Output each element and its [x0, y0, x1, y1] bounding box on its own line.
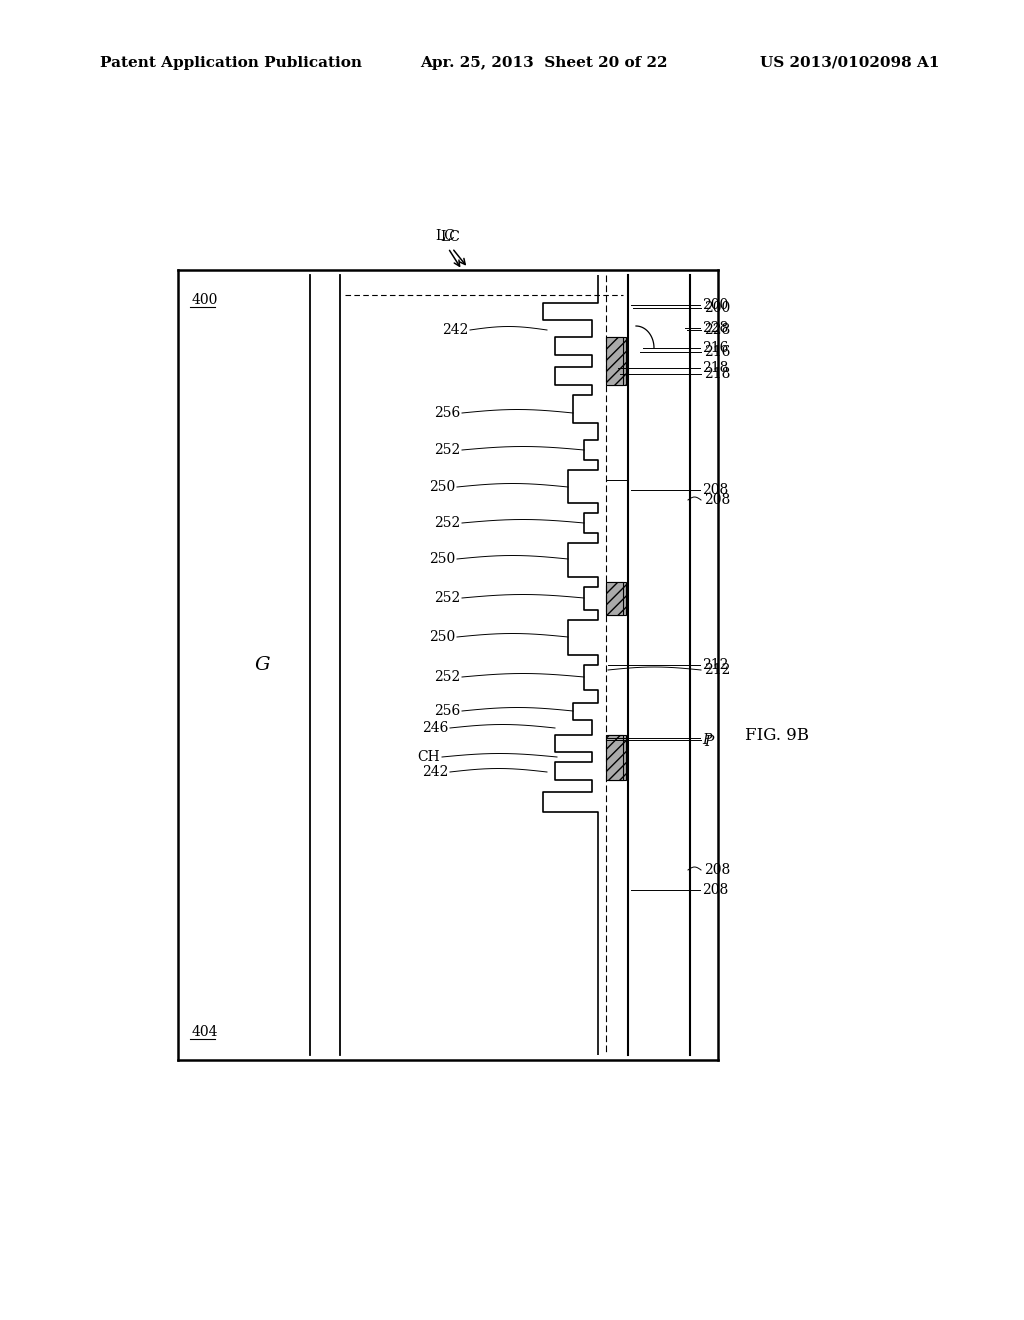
Text: 208: 208 — [705, 863, 730, 876]
Text: 212: 212 — [705, 663, 730, 677]
Text: 256: 256 — [434, 704, 460, 718]
Polygon shape — [608, 337, 626, 385]
Polygon shape — [606, 337, 623, 385]
Polygon shape — [606, 735, 623, 780]
Text: 208: 208 — [702, 483, 728, 498]
Text: 246: 246 — [422, 721, 449, 735]
Text: LC: LC — [435, 228, 455, 243]
Text: 242: 242 — [422, 766, 449, 779]
Text: 252: 252 — [434, 671, 460, 684]
Text: 256: 256 — [434, 407, 460, 420]
Text: G: G — [255, 656, 270, 675]
Text: Apr. 25, 2013  Sheet 20 of 22: Apr. 25, 2013 Sheet 20 of 22 — [420, 55, 668, 70]
Text: 242: 242 — [441, 323, 468, 337]
Text: 208: 208 — [702, 883, 728, 898]
Polygon shape — [608, 735, 626, 780]
Text: 250: 250 — [429, 552, 455, 566]
Text: 228: 228 — [705, 323, 730, 337]
Polygon shape — [608, 582, 626, 615]
Text: 208: 208 — [705, 492, 730, 507]
Text: P: P — [705, 735, 714, 748]
Text: 252: 252 — [434, 591, 460, 605]
Text: 228: 228 — [702, 321, 728, 335]
Text: 250: 250 — [429, 630, 455, 644]
Text: Patent Application Publication: Patent Application Publication — [100, 55, 362, 70]
Text: P: P — [702, 733, 712, 747]
Text: 404: 404 — [193, 1026, 218, 1039]
Polygon shape — [606, 582, 623, 615]
Text: 216: 216 — [705, 345, 730, 359]
Text: 200: 200 — [702, 298, 728, 312]
Text: 216: 216 — [702, 341, 728, 355]
Text: LC: LC — [440, 230, 460, 244]
Text: 252: 252 — [434, 444, 460, 457]
Text: FIG. 9B: FIG. 9B — [745, 726, 809, 743]
Text: 252: 252 — [434, 516, 460, 531]
Text: CH: CH — [418, 750, 440, 764]
Text: 218: 218 — [702, 360, 728, 375]
Text: US 2013/0102098 A1: US 2013/0102098 A1 — [760, 55, 939, 70]
Text: 200: 200 — [705, 301, 730, 315]
Text: 250: 250 — [429, 480, 455, 494]
Text: 218: 218 — [705, 367, 730, 381]
Text: 400: 400 — [193, 293, 218, 308]
Text: 212: 212 — [702, 657, 728, 672]
